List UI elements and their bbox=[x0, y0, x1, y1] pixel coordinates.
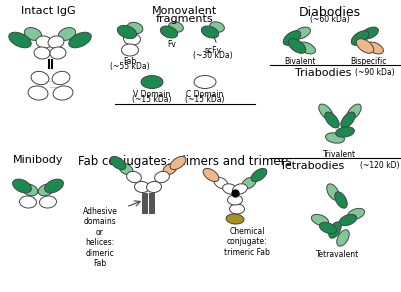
Ellipse shape bbox=[360, 27, 377, 39]
Ellipse shape bbox=[110, 157, 126, 170]
Ellipse shape bbox=[69, 32, 91, 48]
Ellipse shape bbox=[22, 184, 38, 196]
Ellipse shape bbox=[311, 214, 328, 226]
Ellipse shape bbox=[283, 31, 300, 45]
Ellipse shape bbox=[326, 184, 338, 200]
Ellipse shape bbox=[334, 192, 346, 208]
Text: scFv: scFv bbox=[204, 46, 221, 55]
Ellipse shape bbox=[24, 27, 42, 40]
Ellipse shape bbox=[229, 204, 244, 214]
Text: Trivalent: Trivalent bbox=[323, 150, 356, 159]
Ellipse shape bbox=[227, 195, 242, 205]
Ellipse shape bbox=[48, 36, 64, 48]
Text: Minibody: Minibody bbox=[13, 155, 63, 165]
Ellipse shape bbox=[39, 196, 57, 208]
Text: Fv: Fv bbox=[167, 40, 176, 49]
Ellipse shape bbox=[34, 47, 50, 59]
Text: Bivalent: Bivalent bbox=[284, 57, 315, 66]
Text: V Domain: V Domain bbox=[133, 90, 170, 99]
Ellipse shape bbox=[288, 39, 305, 53]
Ellipse shape bbox=[127, 22, 142, 34]
Ellipse shape bbox=[338, 214, 356, 226]
Ellipse shape bbox=[318, 223, 336, 234]
Text: Monovalent: Monovalent bbox=[152, 6, 217, 16]
Ellipse shape bbox=[355, 39, 373, 53]
Ellipse shape bbox=[298, 42, 315, 54]
Ellipse shape bbox=[50, 47, 66, 59]
Ellipse shape bbox=[346, 208, 364, 220]
Ellipse shape bbox=[9, 32, 31, 48]
Ellipse shape bbox=[325, 133, 344, 143]
Text: (~90 kDa): (~90 kDa) bbox=[354, 68, 394, 77]
Ellipse shape bbox=[134, 182, 149, 192]
Ellipse shape bbox=[126, 171, 141, 183]
Text: Tetravalent: Tetravalent bbox=[316, 250, 359, 259]
Ellipse shape bbox=[36, 36, 52, 48]
Text: Tetrabodies: Tetrabodies bbox=[279, 161, 343, 171]
Ellipse shape bbox=[201, 26, 218, 38]
Text: Adhesive
domains
or
helices:
dimeric
Fab: Adhesive domains or helices: dimeric Fab bbox=[82, 207, 117, 268]
Text: C Domain: C Domain bbox=[186, 90, 223, 99]
Ellipse shape bbox=[336, 230, 348, 246]
Ellipse shape bbox=[52, 71, 70, 85]
Text: (~120 kD): (~120 kD) bbox=[359, 161, 399, 170]
Ellipse shape bbox=[213, 177, 227, 189]
Ellipse shape bbox=[366, 42, 383, 54]
Text: Fab conjugates:  dimers and trimers: Fab conjugates: dimers and trimers bbox=[78, 155, 291, 168]
Ellipse shape bbox=[163, 163, 176, 175]
Text: fragments: fragments bbox=[156, 14, 213, 24]
Ellipse shape bbox=[168, 22, 183, 32]
Ellipse shape bbox=[45, 179, 63, 193]
Bar bbox=[149, 193, 154, 213]
Text: Bispecific: Bispecific bbox=[349, 57, 385, 66]
Ellipse shape bbox=[58, 27, 75, 40]
Text: Triabodies: Triabodies bbox=[294, 68, 350, 78]
Ellipse shape bbox=[121, 44, 138, 56]
Ellipse shape bbox=[318, 104, 332, 120]
Text: ~~: ~~ bbox=[48, 86, 57, 91]
Ellipse shape bbox=[28, 86, 48, 100]
Bar bbox=[142, 193, 147, 213]
Ellipse shape bbox=[346, 104, 360, 120]
Ellipse shape bbox=[117, 25, 136, 39]
Ellipse shape bbox=[119, 163, 133, 175]
Text: Intact IgG: Intact IgG bbox=[20, 6, 75, 16]
Ellipse shape bbox=[31, 71, 49, 85]
Ellipse shape bbox=[328, 222, 340, 238]
Text: (~15 kDa): (~15 kDa) bbox=[132, 95, 171, 104]
Ellipse shape bbox=[12, 179, 31, 193]
Ellipse shape bbox=[241, 177, 255, 189]
Text: Chemical
conjugate:
trimeric Fab: Chemical conjugate: trimeric Fab bbox=[223, 227, 269, 257]
Text: (~30 kDa): (~30 kDa) bbox=[193, 51, 232, 60]
Ellipse shape bbox=[340, 112, 354, 128]
Ellipse shape bbox=[203, 168, 219, 182]
Ellipse shape bbox=[154, 171, 169, 183]
Ellipse shape bbox=[324, 112, 338, 128]
Ellipse shape bbox=[225, 214, 243, 224]
Text: Fab: Fab bbox=[123, 57, 136, 66]
Ellipse shape bbox=[170, 157, 185, 170]
Ellipse shape bbox=[146, 182, 161, 192]
Text: ~~: ~~ bbox=[43, 79, 53, 84]
Ellipse shape bbox=[222, 184, 237, 194]
Ellipse shape bbox=[123, 33, 140, 45]
Ellipse shape bbox=[20, 196, 36, 208]
Ellipse shape bbox=[194, 76, 215, 88]
Text: (~60 kDa): (~60 kDa) bbox=[310, 15, 349, 24]
Text: (~15 kDa): (~15 kDa) bbox=[185, 95, 224, 104]
Ellipse shape bbox=[160, 26, 177, 38]
Ellipse shape bbox=[293, 27, 310, 39]
Ellipse shape bbox=[350, 31, 368, 45]
Ellipse shape bbox=[38, 184, 54, 196]
Text: Diabodies: Diabodies bbox=[298, 6, 360, 19]
Ellipse shape bbox=[251, 168, 266, 182]
Text: (~55 kDa): (~55 kDa) bbox=[110, 62, 150, 71]
Ellipse shape bbox=[141, 76, 162, 88]
Ellipse shape bbox=[53, 86, 73, 100]
Ellipse shape bbox=[232, 184, 247, 194]
Ellipse shape bbox=[335, 127, 354, 137]
Ellipse shape bbox=[209, 22, 224, 32]
